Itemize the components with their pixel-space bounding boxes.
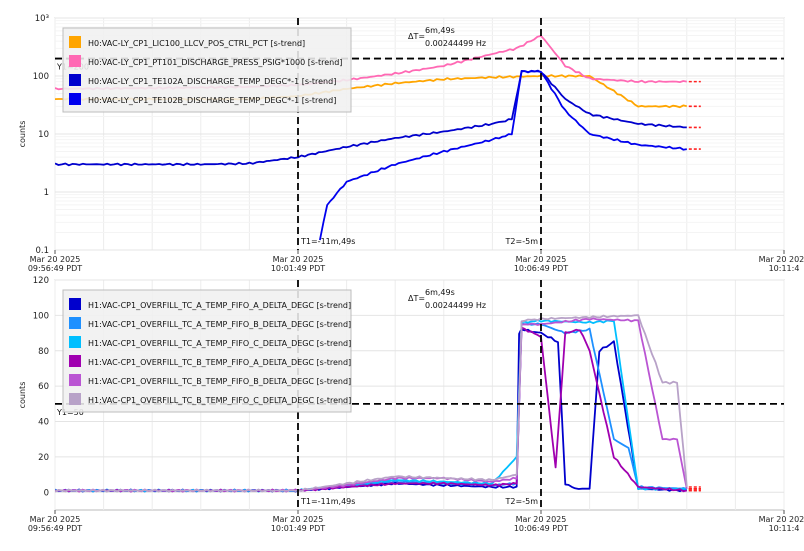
t2-cursor-label: T2=-5m: [505, 497, 539, 506]
y-tick-label: 120: [33, 276, 49, 286]
series-group: [55, 314, 701, 493]
legend-entry: H1:VAC-CP1_OVERFILL_TC_B_TEMP_FIFO_C_DEL…: [88, 396, 351, 405]
y-tick-label: 20: [38, 453, 49, 463]
delta-frequency: 0.00244499 Hz: [425, 301, 486, 310]
legend-entry: H1:VAC-CP1_OVERFILL_TC_A_TEMP_FIFO_C_DEL…: [88, 339, 351, 348]
legend-swatch[interactable]: [69, 336, 81, 348]
x-tick-date: Mar 20 2025: [516, 255, 567, 264]
y-tick-label: 0.1: [35, 246, 49, 256]
legend: H0:VAC-LY_CP1_LIC100_LLCV_POS_CTRL_PCT […: [62, 27, 352, 113]
y-tick-label: 60: [38, 382, 49, 392]
x-tick-date: Mar 20 2025: [30, 255, 81, 264]
y-tick-label: 100: [33, 311, 49, 321]
legend-entry: H1:VAC-CP1_OVERFILL_TC_A_TEMP_FIFO_B_DEL…: [88, 320, 351, 329]
delta-t-value: 6m,49s: [425, 288, 455, 297]
y-axis-label: counts: [18, 121, 27, 148]
t2-cursor-label: T2=-5m: [505, 237, 539, 246]
legend-entry: H1:VAC-CP1_OVERFILL_TC_B_TEMP_FIFO_B_DEL…: [88, 377, 351, 386]
x-tick-date: Mar 20 2025: [273, 515, 324, 524]
t1-cursor-label: T1=-11m,49s: [300, 497, 355, 506]
y-tick-label: 40: [38, 418, 49, 428]
legend-box: [62, 27, 352, 113]
y-tick-label: 1: [44, 188, 49, 198]
legend-swatch[interactable]: [69, 298, 81, 310]
x-tick-time: 10:11:4: [769, 524, 800, 533]
x-tick-date: Mar 20 2025: [759, 255, 804, 264]
legend-entry: H0:VAC-LY_CP1_LIC100_LLCV_POS_CTRL_PCT […: [88, 39, 305, 48]
y-tick-label: 10: [38, 130, 49, 140]
x-tick-time: 10:01:49 PDT: [271, 524, 325, 533]
legend-box: [62, 289, 352, 413]
y-tick-label: 80: [38, 347, 49, 357]
x-tick-time: 10:06:49 PDT: [514, 264, 568, 273]
delta-t-label: ΔT=: [408, 294, 425, 303]
legend-swatch[interactable]: [69, 355, 81, 367]
legend-entry: H0:VAC-LY_CP1_PT101_DISCHARGE_PRESS_PSIG…: [88, 58, 342, 67]
legend-swatch[interactable]: [69, 36, 81, 48]
legend-swatch[interactable]: [69, 55, 81, 67]
x-tick-date: Mar 20 2025: [516, 515, 567, 524]
delta-t-label: ΔT=: [408, 32, 425, 41]
series-line-6: [55, 314, 688, 493]
delta-frequency: 0.00244499 Hz: [425, 39, 486, 48]
x-tick-date: Mar 20 2025: [273, 255, 324, 264]
x-tick-time: 09:56:49 PDT: [28, 264, 82, 273]
series-line-3: [55, 69, 687, 167]
y-axis-label: counts: [18, 382, 27, 409]
x-tick-time: 10:06:49 PDT: [514, 524, 568, 533]
delta-t-value: 6m,49s: [425, 26, 455, 35]
series-line-4: [319, 69, 687, 241]
t1-cursor-label: T1=-11m,49s: [300, 237, 355, 246]
legend-swatch[interactable]: [69, 317, 81, 329]
x-tick-time: 10:11:4: [769, 264, 800, 273]
y-tick-label: 100: [33, 72, 49, 82]
legend-swatch[interactable]: [69, 93, 81, 105]
legend: H1:VAC-CP1_OVERFILL_TC_A_TEMP_FIFO_A_DEL…: [62, 289, 352, 413]
x-tick-date: Mar 20 2025: [30, 515, 81, 524]
x-tick-time: 10:01:49 PDT: [271, 264, 325, 273]
legend-entry: H1:VAC-CP1_OVERFILL_TC_A_TEMP_FIFO_A_DEL…: [88, 301, 351, 310]
y-tick-label: 10³: [35, 14, 49, 24]
legend-entry: H0:VAC-LY_CP1_TE102A_DISCHARGE_TEMP_DEGC…: [88, 77, 336, 86]
legend-entry: H1:VAC-CP1_OVERFILL_TC_B_TEMP_FIFO_A_DEL…: [88, 358, 351, 367]
legend-entry: H0:VAC-LY_CP1_TE102B_DISCHARGE_TEMP_DEGC…: [88, 96, 336, 105]
legend-swatch[interactable]: [69, 74, 81, 86]
y-tick-label: 0: [44, 488, 49, 498]
legend-swatch[interactable]: [69, 393, 81, 405]
x-tick-time: 09:56:49 PDT: [28, 524, 82, 533]
legend-swatch[interactable]: [69, 374, 81, 386]
x-tick-date: Mar 20 2025: [759, 515, 804, 524]
